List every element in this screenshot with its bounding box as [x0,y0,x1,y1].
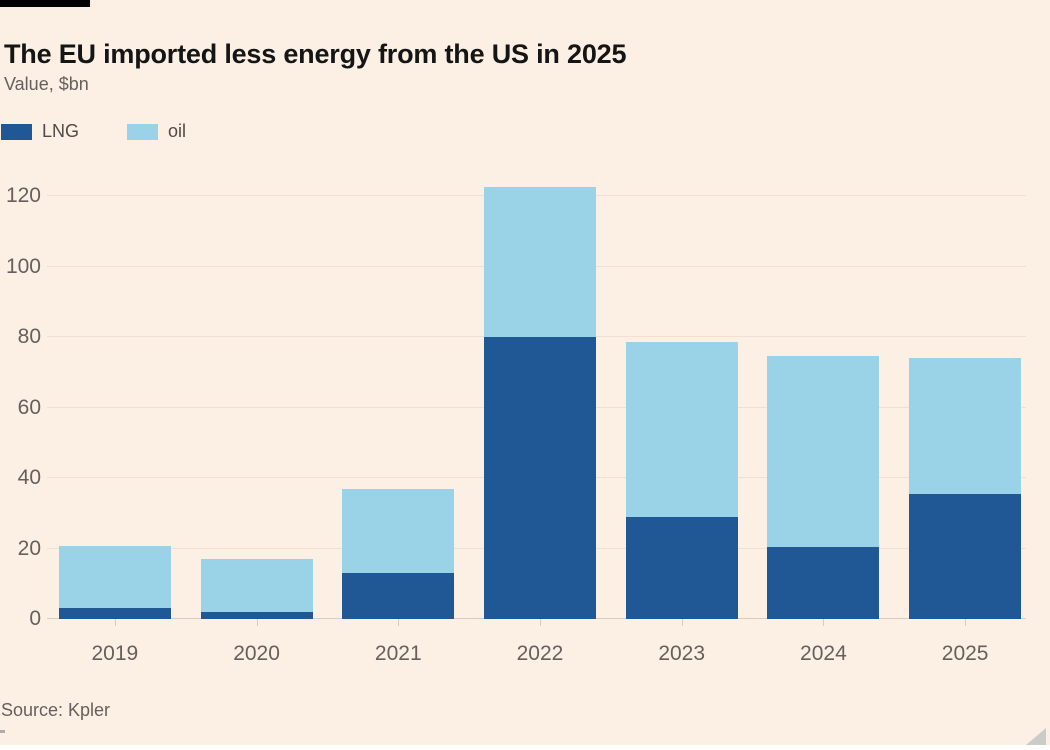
stray-mark [0,730,5,733]
plot-area: 2019 2020 2021 2022 2023 2024 2025 [44,170,1036,665]
y-axis-label-0: 0 [29,607,41,630]
chart-title: The EU imported less energy from the US … [4,39,627,70]
y-axis-label-60: 60 [17,395,41,419]
x-tick-2020 [256,619,258,626]
chart-subtitle: Value, $bn [4,74,89,94]
bar-oil-2020 [200,559,313,612]
ft-black-tag [0,0,90,7]
bar-oil-2021 [342,488,455,574]
bar-lng-2019 [58,608,171,619]
bar-oil-2025 [909,358,1022,494]
y-axis-label-40: 40 [17,466,41,490]
oil-swatch-icon [127,123,159,140]
x-tick-2024 [823,619,825,626]
bar-oil-2023 [625,342,738,517]
x-tick-2019 [114,619,116,626]
x-axis-label-2022: 2022 [516,642,564,665]
bar-lng-2025 [909,493,1022,619]
bar-oil-2022 [484,187,596,338]
x-axis-label-2021: 2021 [374,642,422,665]
legend-label-lng: LNG [42,121,80,141]
y-axis-label-20: 20 [17,536,41,560]
x-axis-label-2019: 2019 [91,642,139,665]
x-axis-label-2025: 2025 [941,642,989,665]
bar-lng-2020 [200,611,313,619]
bar-lng-2024 [767,546,880,619]
legend-item-lng: LNG [1,121,79,142]
legend-label-oil: oil [168,121,187,141]
source-note: Source: Kpler [1,700,111,720]
bar-lng-2022 [484,337,596,619]
bar-lng-2021 [342,573,455,619]
x-axis-label-2023: 2023 [658,642,706,665]
lng-swatch-icon [1,123,32,140]
bar-oil-2024 [767,356,880,547]
legend-item-oil: oil [127,121,186,142]
legend: LNG oil [1,121,186,142]
x-tick-2021 [398,619,400,626]
bar-lng-2023 [625,516,738,619]
resize-handle-icon[interactable] [1026,728,1046,745]
bottom-strip [0,745,1050,750]
y-axis-label-100: 100 [5,254,41,278]
bar-oil-2019 [58,545,171,609]
x-axis-label-2020: 2020 [233,642,280,665]
x-tick-2023 [681,619,683,626]
x-axis-label-2024: 2024 [800,642,847,665]
y-axis-label-120: 120 [5,184,41,208]
x-tick-2025 [965,619,967,626]
x-tick-2022 [540,619,541,626]
y-axis-label-80: 80 [17,325,41,349]
